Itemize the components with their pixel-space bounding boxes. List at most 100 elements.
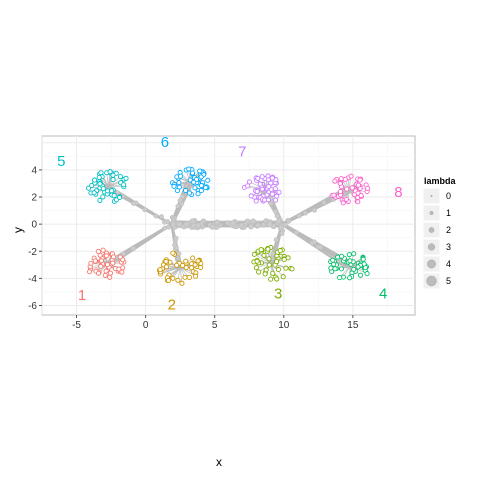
cluster-2-point [163,258,169,264]
cluster-8-point [331,192,337,198]
branch-node [162,225,168,231]
cluster-5-point [97,181,103,187]
cluster-2-point [170,275,176,281]
cluster-4-point [339,253,345,259]
cluster-4-point [337,275,343,281]
cluster-8-point [355,182,361,188]
cluster-4-point [328,265,334,271]
legend-label-3: 3 [446,242,451,252]
cluster-3-point [281,257,287,263]
cluster-7-point [246,179,253,185]
cluster-8-point [355,199,361,205]
x-tick-label: 0 [143,320,149,331]
trunk-node [230,220,237,227]
branch-node [177,197,183,203]
legend-symbol-5 [426,275,437,287]
cluster-8-point [340,200,346,206]
cluster-5-point [96,174,102,180]
leaf-spoke [160,267,181,273]
cluster-8-point [332,178,338,184]
cluster-3-point [289,266,295,272]
branch-node [153,213,159,219]
x-tick-label: -5 [72,320,81,331]
cluster-5-point [89,182,95,189]
cluster-8-point [344,186,350,192]
x-tick-label: 15 [347,320,359,331]
cluster-labels: 1 2 3 4 5 6 7 8 [57,134,402,314]
cluster-4-point [357,272,364,278]
cluster-2-point [182,274,188,280]
branch-node [286,218,292,224]
branch-node [312,207,317,213]
cluster-8-point [365,185,371,191]
cluster-8-point [338,176,344,182]
cluster-2-point [189,265,195,271]
cluster-7-point [255,175,261,181]
cluster-2-point [197,264,204,271]
cluster-2-point [195,258,201,264]
cluster-6-point [186,166,192,172]
cluster-2-point [180,262,186,268]
cluster-8-point [358,192,364,199]
cluster-7-point [273,197,279,203]
cluster-2-point [186,274,192,280]
cluster-6-point [195,191,201,197]
cluster-2-point [192,262,198,268]
data-points [85,166,371,286]
cluster-2-point [183,265,189,271]
trunk-node [214,219,221,226]
trunk-lines [170,218,284,231]
leaf-spoke [254,254,272,264]
cluster-label-8: 8 [394,184,402,201]
branch-node [176,251,182,257]
cluster-5-point [85,185,92,191]
cluster-5-point [110,172,116,178]
y-tick-label: -4 [28,274,37,285]
cluster-7-point [276,189,282,195]
leaf-spoke [179,267,196,277]
branch-line [171,223,183,266]
cluster-6-point [198,188,204,194]
cluster-2-point [175,277,181,283]
cluster-1-point [104,262,110,268]
x-tick-label: 5 [212,320,218,331]
cluster-8-point [337,189,343,195]
cluster-3-point [253,265,259,271]
cluster-7-point [265,197,271,203]
legend-symbol-0 [430,194,433,198]
branch-node [173,235,179,241]
legend: lambda 0 1 2 3 4 5 [422,176,457,290]
cluster-5-point [123,175,129,181]
branch-node [130,200,136,206]
trunk-node [248,223,254,230]
cluster-6-point [189,170,195,176]
branch-node [180,194,186,200]
cluster-7-point [269,191,275,197]
cluster-5-point [107,169,113,175]
cluster-3-point [265,246,271,252]
branch-node [296,213,302,219]
cluster-4-point [332,266,338,272]
cluster-5-point [111,192,117,199]
cluster-3-point [268,276,274,282]
cluster-1-point [103,268,109,274]
cluster-8-point [349,185,355,191]
branch-node [162,219,167,225]
cluster-label-7: 7 [238,143,246,160]
cluster-1-point [116,266,122,272]
cluster-3-point [261,252,267,258]
cluster-6-point [187,177,193,183]
cluster-1-point [107,274,113,280]
cluster-2-point [170,250,176,256]
cluster-2-point [192,273,199,279]
cluster-2-point [179,280,185,286]
legend-label-1: 1 [446,208,451,218]
cluster-3-point [274,259,280,265]
branch-node [142,207,148,213]
cluster-1-point [97,252,103,258]
y-tick-label: 4 [31,165,37,176]
leaf-spoke [270,247,272,264]
cluster-label-3: 3 [274,286,282,303]
trunk-node [238,222,245,229]
cluster-3-point [280,274,286,280]
